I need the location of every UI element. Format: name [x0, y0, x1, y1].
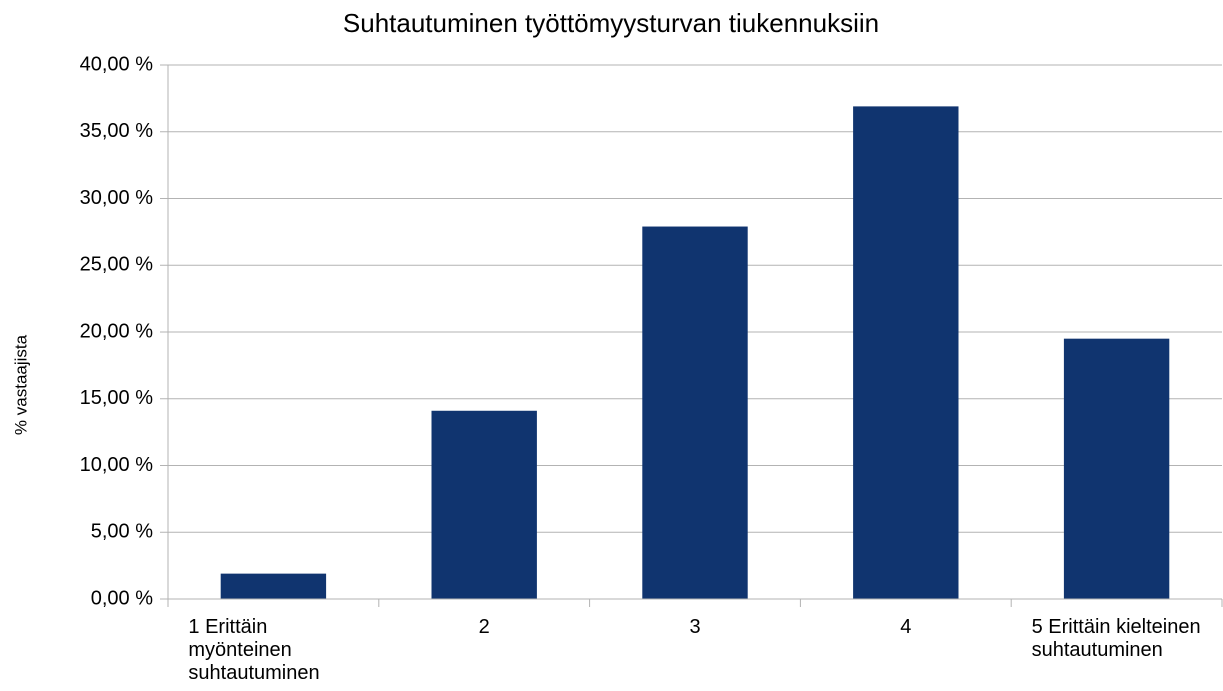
- y-tick-label: 5,00 %: [91, 521, 153, 543]
- y-tick-label: 40,00 %: [80, 53, 154, 75]
- x-tick-label: 5 Erittäin kielteinen suhtautuminen: [1031, 616, 1201, 661]
- x-tick-label: 4: [900, 616, 912, 638]
- y-axis-label: % vastaajista: [11, 334, 30, 435]
- x-tick-label-box: 2: [394, 616, 574, 639]
- bar: [853, 106, 959, 599]
- x-tick-label-box: 4: [816, 616, 996, 639]
- x-tick-label-box: 1 Erittäin myönteinen suhtautuminen: [183, 616, 363, 685]
- chart-title: Suhtautuminen työttömyysturvan tiukennuk…: [343, 8, 879, 38]
- y-tick-label: 30,00 %: [80, 187, 154, 209]
- y-tick-label: 0,00 %: [91, 587, 153, 609]
- x-tick-label: 3: [689, 616, 701, 638]
- bar: [220, 573, 327, 599]
- y-tick-label: 35,00 %: [80, 120, 154, 142]
- x-tick-label-box: 5 Erittäin kielteinen suhtautuminen: [1027, 616, 1207, 662]
- bar: [642, 226, 748, 599]
- y-tick-label: 15,00 %: [80, 387, 154, 409]
- x-tick-label-box: 3: [605, 616, 785, 639]
- y-tick-label: 25,00 %: [80, 254, 154, 276]
- x-tick-label: 1 Erittäin myönteinen suhtautuminen: [188, 616, 320, 684]
- bar: [1063, 338, 1170, 599]
- y-tick-label: 10,00 %: [80, 454, 154, 476]
- y-tick-label: 20,00 %: [80, 320, 154, 342]
- x-tick-label: 2: [478, 616, 490, 638]
- bar: [431, 410, 537, 599]
